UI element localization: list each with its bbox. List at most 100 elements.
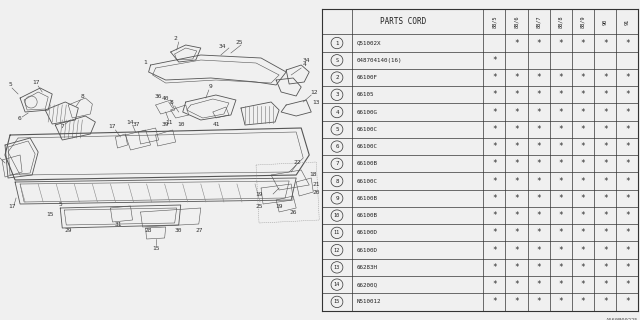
Text: *: * xyxy=(580,142,586,151)
Text: *: * xyxy=(559,194,563,203)
Text: *: * xyxy=(580,125,586,134)
Text: 6: 6 xyxy=(335,144,339,149)
Text: *: * xyxy=(515,38,519,48)
Text: *: * xyxy=(625,159,630,168)
Text: 29: 29 xyxy=(65,228,72,233)
Text: 88/8: 88/8 xyxy=(558,15,563,28)
Text: *: * xyxy=(536,228,541,237)
Text: *: * xyxy=(559,228,563,237)
Text: *: * xyxy=(536,280,541,289)
Text: 88/5: 88/5 xyxy=(492,15,497,28)
Text: 30: 30 xyxy=(175,228,182,233)
Text: *: * xyxy=(580,263,586,272)
Text: *: * xyxy=(603,297,607,306)
Text: *: * xyxy=(603,73,607,82)
Text: 32: 32 xyxy=(0,154,1,158)
Text: *: * xyxy=(580,297,586,306)
Text: *: * xyxy=(559,246,563,255)
Text: Q51002X: Q51002X xyxy=(357,41,381,45)
Text: *: * xyxy=(559,159,563,168)
Text: 34: 34 xyxy=(303,58,310,62)
Text: *: * xyxy=(492,90,497,99)
Text: *: * xyxy=(492,194,497,203)
Text: 88/7: 88/7 xyxy=(536,15,541,28)
Text: *: * xyxy=(625,280,630,289)
Text: 40: 40 xyxy=(162,97,170,101)
Text: *: * xyxy=(515,297,519,306)
Text: 88/9: 88/9 xyxy=(580,15,586,28)
Text: 11: 11 xyxy=(165,121,172,125)
Text: 19: 19 xyxy=(255,191,263,196)
Text: *: * xyxy=(580,211,586,220)
Text: *: * xyxy=(580,177,586,186)
Text: 66100C: 66100C xyxy=(357,179,378,184)
Text: 17: 17 xyxy=(8,204,16,210)
Text: 15: 15 xyxy=(47,212,54,218)
Text: *: * xyxy=(492,142,497,151)
Text: 4: 4 xyxy=(302,62,306,68)
Text: 27: 27 xyxy=(195,228,202,233)
Text: *: * xyxy=(559,73,563,82)
Text: *: * xyxy=(492,297,497,306)
Text: *: * xyxy=(625,211,630,220)
Text: *: * xyxy=(536,297,541,306)
Text: *: * xyxy=(625,73,630,82)
Text: *: * xyxy=(625,246,630,255)
Text: *: * xyxy=(515,280,519,289)
Text: *: * xyxy=(603,211,607,220)
Text: 66200Q: 66200Q xyxy=(357,282,378,287)
Text: *: * xyxy=(559,297,563,306)
Text: 6: 6 xyxy=(17,116,21,122)
Text: 91: 91 xyxy=(625,18,630,25)
Text: 3: 3 xyxy=(335,92,339,97)
Text: *: * xyxy=(515,142,519,151)
Text: 66100B: 66100B xyxy=(357,196,378,201)
Text: *: * xyxy=(536,246,541,255)
Text: *: * xyxy=(492,263,497,272)
Text: A660B00225: A660B00225 xyxy=(606,318,638,320)
Text: 7: 7 xyxy=(335,161,339,166)
Text: *: * xyxy=(492,211,497,220)
Text: *: * xyxy=(559,177,563,186)
Text: *: * xyxy=(492,280,497,289)
Text: *: * xyxy=(603,280,607,289)
Text: *: * xyxy=(603,159,607,168)
Text: 19: 19 xyxy=(275,204,283,209)
Text: *: * xyxy=(580,38,586,48)
Text: 20: 20 xyxy=(312,189,320,195)
Text: 5: 5 xyxy=(335,127,339,132)
Text: 8: 8 xyxy=(81,94,84,100)
Text: *: * xyxy=(559,280,563,289)
Text: 36: 36 xyxy=(155,94,163,100)
Text: 10: 10 xyxy=(177,122,184,126)
Text: 2: 2 xyxy=(335,75,339,80)
Text: 66100B: 66100B xyxy=(357,213,378,218)
Text: *: * xyxy=(559,211,563,220)
Text: 28: 28 xyxy=(145,228,152,233)
Text: *: * xyxy=(515,263,519,272)
Text: *: * xyxy=(625,142,630,151)
Text: *: * xyxy=(580,108,586,116)
Text: 1: 1 xyxy=(335,41,339,45)
Text: 7: 7 xyxy=(60,124,64,130)
Text: 17: 17 xyxy=(33,81,40,85)
Text: 66100D: 66100D xyxy=(357,248,378,252)
Text: *: * xyxy=(536,125,541,134)
Text: *: * xyxy=(625,228,630,237)
Text: *: * xyxy=(559,38,563,48)
Text: *: * xyxy=(515,90,519,99)
Text: 9: 9 xyxy=(209,84,212,90)
Text: 21: 21 xyxy=(312,182,320,188)
Text: *: * xyxy=(559,263,563,272)
Text: *: * xyxy=(536,108,541,116)
Text: *: * xyxy=(625,194,630,203)
Text: 13: 13 xyxy=(334,265,340,270)
Text: 41: 41 xyxy=(213,122,221,126)
Text: *: * xyxy=(492,246,497,255)
Text: *: * xyxy=(559,90,563,99)
Text: S: S xyxy=(335,58,339,63)
Text: *: * xyxy=(536,90,541,99)
Text: *: * xyxy=(625,177,630,186)
Text: *: * xyxy=(580,90,586,99)
Text: PARTS CORD: PARTS CORD xyxy=(380,17,426,26)
